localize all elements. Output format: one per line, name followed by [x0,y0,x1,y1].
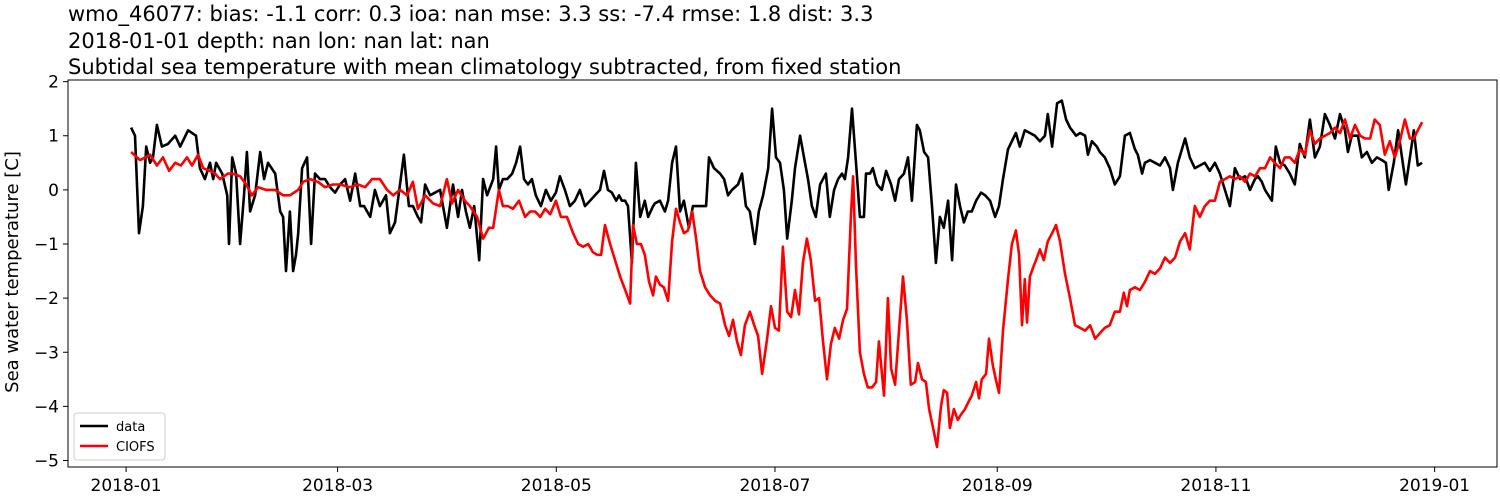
x-tick-label: 2018-01 [91,476,162,496]
chart-title-line-3: Subtidal sea temperature with mean clima… [68,55,902,79]
x-tick-label: 2018-03 [302,476,373,496]
legend: data CIOFS [73,412,166,461]
series-layer [129,99,1424,449]
y-tick-label: 0 [48,181,59,201]
x-tick-label: 2018-05 [521,476,592,496]
y-tick-label: −1 [34,235,59,255]
x-tick-label: 2018-09 [962,476,1033,496]
y-tick-label: −4 [34,397,59,417]
plot-frame [67,79,1498,468]
x-tick-label: 2018-11 [1180,476,1251,496]
x-tick-label: 2018-07 [739,476,810,496]
series-line-ciofs [130,118,1424,449]
chart-title-line-2: 2018-01-01 depth: nan lon: nan lat: nan [68,29,490,53]
y-tick-label: 2 [48,73,59,93]
series-line-data [129,99,1423,273]
y-axis-label: Sea water temperature [C] [2,151,23,393]
chart-title-line-1: wmo_46077: bias: -1.1 corr: 0.3 ioa: nan… [68,2,874,26]
axes-layer: 2018-01 2018-03 2018-05 2018-07 2018-09 2018-… [34,73,1470,496]
y-tick-label: 1 [48,127,59,147]
y-tick-label: −3 [34,343,59,363]
y-tick-label: −5 [34,452,59,472]
legend-label-ciofs: CIOFS [116,440,155,455]
legend-label-data: data [116,420,145,435]
x-tick-label: 2019-01 [1399,476,1470,496]
y-tick-label: −2 [34,289,59,309]
